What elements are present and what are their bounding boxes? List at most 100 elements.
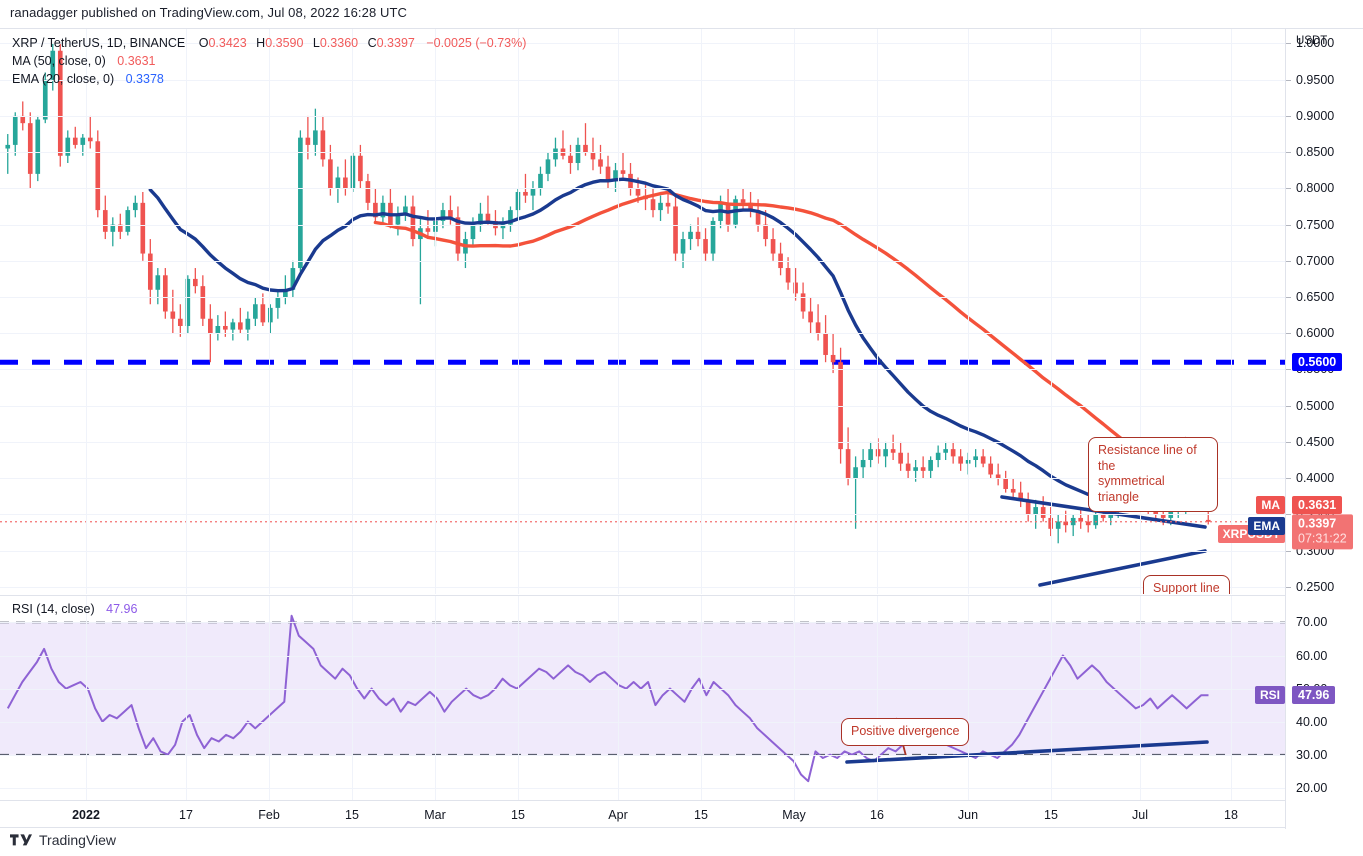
price-gridline: [0, 514, 1285, 516]
price-gridline: [0, 405, 1285, 407]
rsi-time-gridline: [186, 596, 187, 800]
candle-body: [905, 463, 911, 471]
candle-body: [1070, 517, 1076, 526]
price-gridline: [0, 79, 1285, 81]
candle-body: [553, 148, 558, 160]
candle-body: [875, 449, 881, 457]
time-gridline: [877, 29, 878, 594]
ema-legend[interactable]: EMA (20, close, 0) 0.3378: [12, 72, 164, 86]
chart-frame: XRP / TetherUS, 1D, BINANCE O0.3423 H0.3…: [0, 28, 1363, 829]
ohlc-low: L0.3360: [312, 36, 359, 50]
rsi-pane[interactable]: RSI (14, close) 47.96 Positive divergenc…: [0, 595, 1285, 800]
rsi-time-gridline: [701, 596, 702, 800]
rsi-gridline: [0, 688, 1285, 690]
candle-body: [290, 268, 296, 290]
candle-body: [485, 213, 491, 221]
current-price-badge[interactable]: 0.3397 07:31:22: [1292, 514, 1353, 550]
rsi-tag[interactable]: RSI: [1254, 686, 1285, 705]
candle-body: [883, 449, 888, 457]
rsi-time-gridline: [794, 596, 795, 800]
time-axis-label: 16: [870, 808, 884, 822]
candle-body: [102, 210, 108, 232]
ema-line: [148, 177, 1210, 508]
candle-body: [193, 278, 198, 287]
candle-body: [245, 318, 251, 330]
ema-legend-label: EMA (20, close, 0): [12, 72, 115, 86]
candle-body: [365, 181, 371, 203]
candle-body: [605, 166, 611, 182]
candle-body: [170, 311, 176, 319]
candle-body: [740, 199, 746, 203]
ma-line: [373, 190, 1210, 491]
candle-body: [1040, 507, 1046, 518]
price-axis-tick: 0.4500: [1296, 434, 1335, 449]
rsi-axis-tick: 70.00: [1296, 615, 1328, 630]
time-gridline: [618, 29, 619, 594]
rsi-legend-label: RSI (14, close): [12, 602, 95, 616]
candle-body: [448, 210, 453, 218]
rsi-value-badge[interactable]: 47.96: [1292, 686, 1336, 705]
candle-body: [455, 217, 461, 254]
price-axis-tickmark: [1286, 333, 1291, 335]
price-axis-tickmark: [1286, 260, 1291, 262]
time-axis[interactable]: 2022 17 Feb 15 Mar 15 Apr 15 May 16 Jun 15 Jul 18: [0, 800, 1285, 829]
candle-body: [95, 141, 101, 211]
candle-body: [403, 206, 408, 214]
candle-body: [380, 202, 386, 218]
ma-legend-value: 0.3631: [117, 54, 156, 68]
ma-tag[interactable]: MA: [1256, 495, 1285, 514]
price-gridline: [0, 586, 1285, 588]
candle-body: [185, 278, 191, 326]
ma-legend[interactable]: MA (50, close, 0) 0.3631: [12, 54, 156, 68]
candle-body: [238, 322, 243, 330]
ema-tag[interactable]: EMA: [1248, 517, 1285, 536]
candle-body: [1078, 517, 1084, 522]
rsi-axis-tick: 30.00: [1296, 747, 1328, 762]
candle-body: [177, 318, 183, 326]
candle-body: [1033, 507, 1039, 515]
candle-body: [395, 213, 401, 225]
candle-body: [545, 159, 551, 174]
candle-body: [1048, 517, 1054, 529]
symbol-label: XRP / TetherUS, 1D, BINANCE: [12, 36, 186, 50]
time-axis-label: Feb: [258, 808, 280, 822]
candle-body: [1085, 521, 1091, 526]
candle-body: [853, 467, 858, 479]
candle-body: [268, 307, 273, 323]
price-axis-tick: 0.9000: [1296, 108, 1335, 123]
price-axis-tickmark: [1286, 43, 1291, 45]
support-level-badge[interactable]: 0.5600: [1292, 353, 1343, 372]
price-axis-tick: 0.5000: [1296, 398, 1335, 413]
price-gridline: [0, 369, 1285, 371]
candle-body: [868, 449, 873, 460]
candle-body: [950, 449, 956, 457]
time-gridline: [701, 29, 702, 594]
candle-body: [65, 137, 71, 156]
candle-body: [590, 152, 596, 160]
price-axis-tick: 0.7500: [1296, 217, 1335, 232]
candle-body: [973, 456, 978, 460]
price-gridline: [0, 188, 1285, 190]
time-axis-label: 17: [179, 808, 193, 822]
price-axis-tick: 0.6000: [1296, 326, 1335, 341]
price-gridline: [0, 115, 1285, 117]
ma-legend-label: MA (50, close, 0): [12, 54, 106, 68]
rsi-legend[interactable]: RSI (14, close) 47.96: [12, 602, 137, 616]
candle-body: [110, 224, 116, 232]
price-axis[interactable]: USDT 1.0000 0.9500 0.9000 0.8500 0.8000 0.750…: [1285, 29, 1363, 829]
price-axis-tick: 0.4000: [1296, 471, 1335, 486]
candle-body: [27, 123, 33, 174]
support-callout: Support line: [1143, 575, 1230, 594]
rsi-time-gridline: [86, 596, 87, 800]
rsi-gridline: [0, 754, 1285, 756]
candle-body: [72, 137, 78, 145]
price-pane[interactable]: XRP / TetherUS, 1D, BINANCE O0.3423 H0.3…: [0, 29, 1285, 594]
time-gridline: [968, 29, 969, 594]
candle-body: [620, 170, 626, 174]
rsi-gridline: [0, 622, 1285, 624]
ma-price-badge[interactable]: 0.3631: [1292, 495, 1343, 514]
candle-body: [283, 289, 288, 298]
candle-body: [5, 144, 11, 149]
rsi-time-gridline: [1140, 596, 1141, 800]
rsi-time-gridline: [968, 596, 969, 800]
